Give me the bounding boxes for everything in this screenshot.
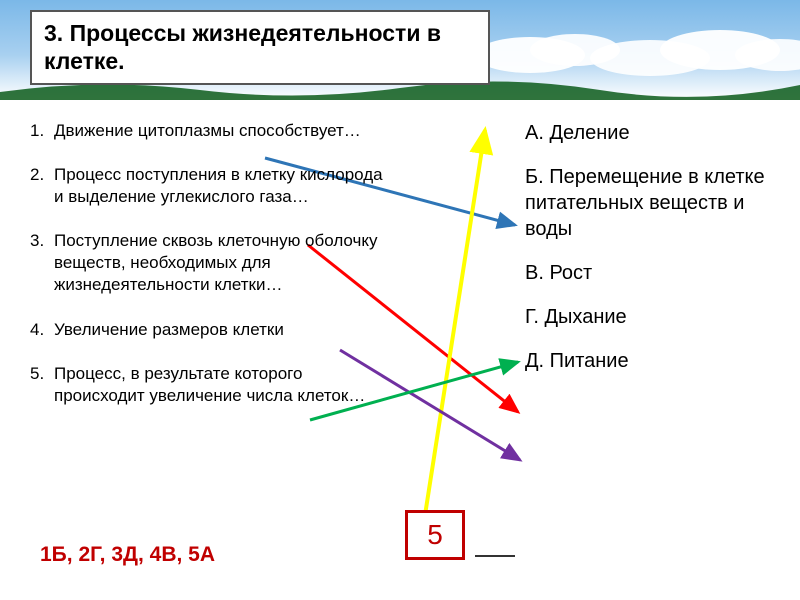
answer-v: В. Рост [525,260,775,286]
question-5: 5. Процесс, в результате которого происх… [30,363,390,407]
title-box: 3. Процессы жизнедеятельности в клетке. [30,10,490,85]
left-questions-column: 1. Движение цитоплазмы способствует… 2. … [30,120,390,429]
question-text: Процесс, в результате которого происходи… [54,363,390,407]
title-text: 3. Процессы жизнедеятельности в клетке. [44,20,476,75]
score-underline [475,555,515,557]
right-answers-column: А. Деление Б. Перемещение в клетке питат… [525,120,775,392]
score-value: 5 [427,519,443,551]
question-2: 2. Процесс поступления в клетку кислород… [30,164,390,208]
question-number: 4. [30,319,54,341]
match-arrow [423,130,485,528]
question-number: 3. [30,230,54,296]
question-3: 3. Поступление сквозь клеточную оболочку… [30,230,390,296]
question-number: 2. [30,164,54,208]
answer-b: Б. Перемещение в клетке питательных веще… [525,164,775,242]
answer-d: Д. Питание [525,348,775,374]
answer-g: Г. Дыхание [525,304,775,330]
question-4: 4. Увеличение размеров клетки [30,319,390,341]
answer-a: А. Деление [525,120,775,146]
question-text: Поступление сквозь клеточную оболочку ве… [54,230,390,296]
question-text: Процесс поступления в клетку кислорода и… [54,164,390,208]
question-number: 5. [30,363,54,407]
score-box: 5 [405,510,465,560]
question-text: Увеличение размеров клетки [54,319,284,341]
answer-key: 1Б, 2Г, 3Д, 4В, 5А [40,543,215,567]
question-1: 1. Движение цитоплазмы способствует… [30,120,390,142]
question-text: Движение цитоплазмы способствует… [54,120,361,142]
question-number: 1. [30,120,54,142]
